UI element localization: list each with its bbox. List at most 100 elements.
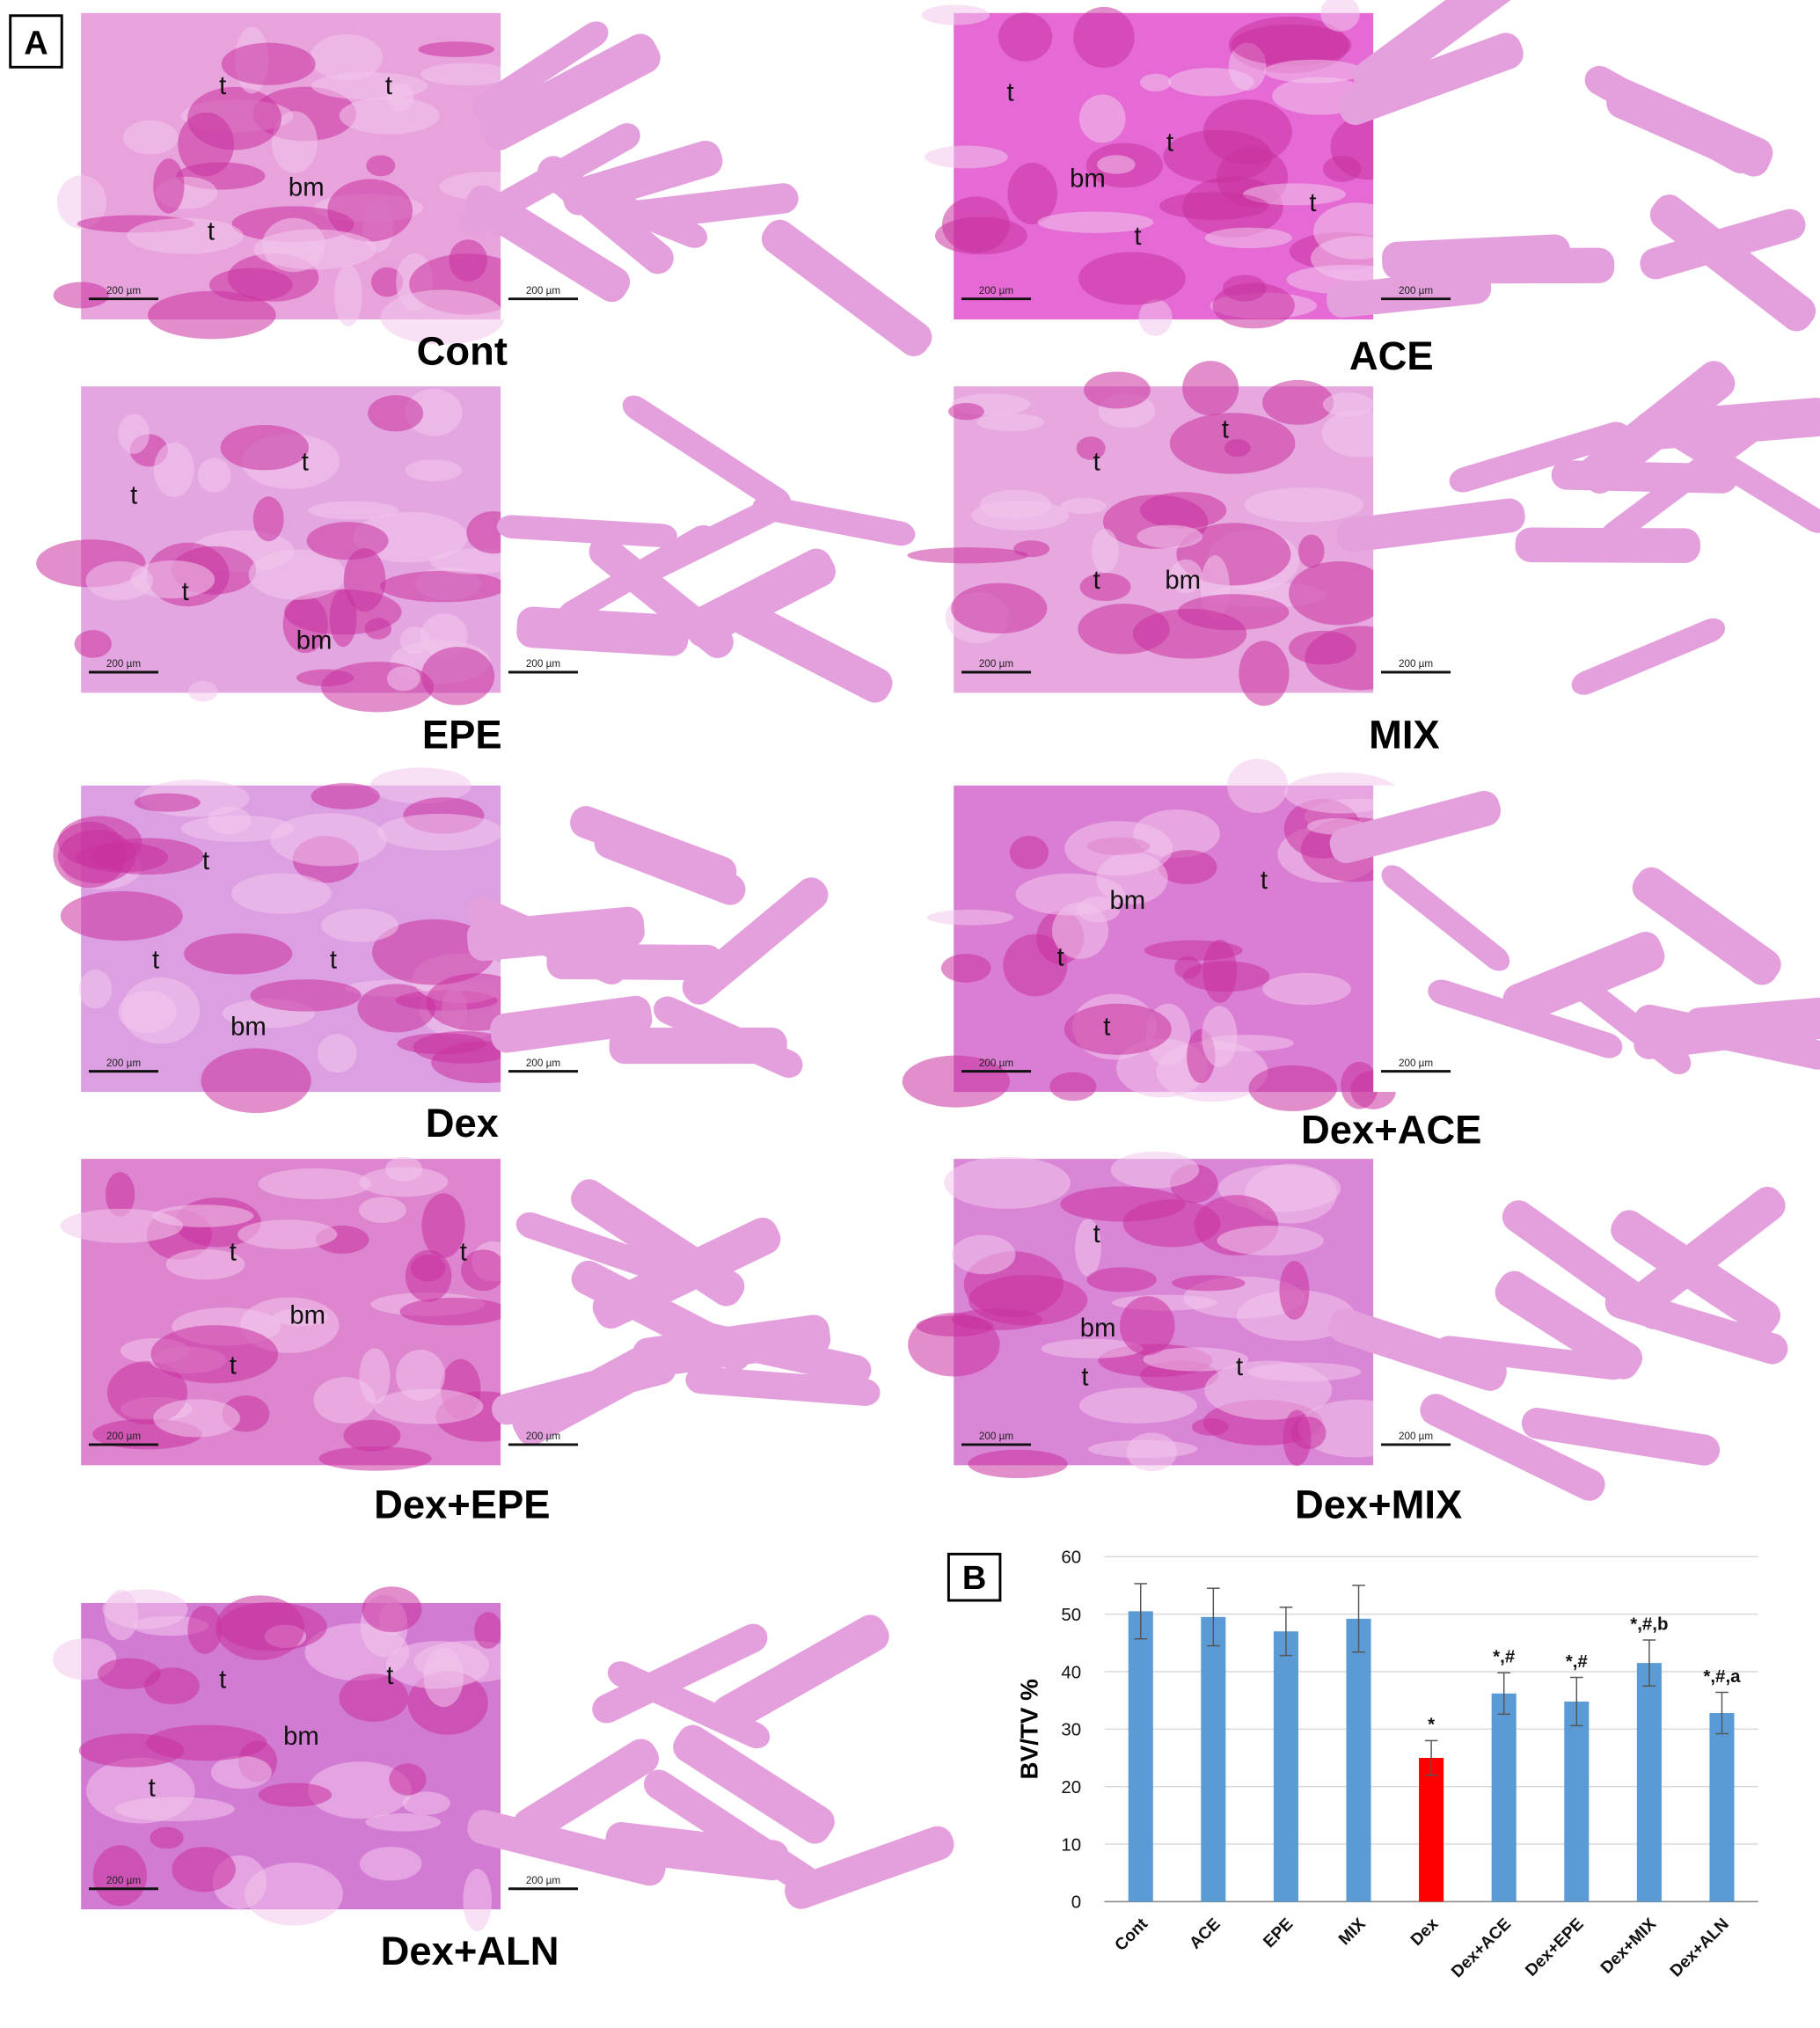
trabecula bbox=[1420, 1394, 1605, 1501]
tissue-label: t bbox=[1093, 1220, 1100, 1248]
tissue-blob bbox=[968, 1449, 1068, 1479]
tissue-blob bbox=[359, 1846, 422, 1881]
tissue-blob bbox=[334, 264, 362, 327]
trabecula bbox=[1502, 932, 1665, 1024]
tissue-blob bbox=[1060, 498, 1107, 515]
tissue-label: t bbox=[386, 1662, 393, 1690]
tissue-blob bbox=[979, 489, 1052, 520]
panel-name: Dex bbox=[426, 1101, 499, 1146]
tissue-label: t bbox=[182, 578, 189, 606]
tissue-label: t bbox=[460, 1239, 467, 1267]
scale-bar-label: 200 µm bbox=[106, 658, 141, 670]
tissue-blob bbox=[1204, 227, 1292, 249]
significance-label: *,#,b bbox=[1630, 1614, 1668, 1634]
x-tick-label: EPE bbox=[1260, 1915, 1297, 1951]
trabecula bbox=[571, 1179, 745, 1307]
trabecula bbox=[673, 1724, 835, 1844]
scale-bar-label: 200 µm bbox=[979, 285, 1013, 297]
tissue-blob bbox=[329, 589, 357, 648]
tissue-blob bbox=[86, 1757, 195, 1824]
tissue-blob bbox=[376, 813, 504, 851]
tissue-blob bbox=[907, 547, 1029, 564]
scale-bar-label: 200 µm bbox=[979, 658, 1013, 670]
tissue-blob bbox=[373, 1388, 484, 1424]
panel-name: Dex+ALN bbox=[381, 1929, 559, 1973]
tissue-blob bbox=[122, 120, 179, 155]
tissue-blob bbox=[1007, 162, 1057, 225]
tissue-blob bbox=[1168, 68, 1254, 97]
bar bbox=[1709, 1713, 1735, 1902]
tissue-label: t bbox=[1093, 567, 1100, 595]
histology-panel: 200 µm 200 µm t t t bm bbox=[60, 1156, 921, 1471]
tissue-blob bbox=[1341, 1061, 1378, 1109]
tissue-blob bbox=[463, 1868, 493, 1932]
y-tick-label: 30 bbox=[1061, 1720, 1081, 1740]
tissue-blob bbox=[934, 216, 1027, 255]
tissue-blob bbox=[1262, 379, 1334, 425]
trabecula bbox=[466, 906, 645, 962]
tissue-blob bbox=[104, 1590, 139, 1641]
tissue-blob bbox=[245, 1862, 344, 1926]
y-tick-label: 40 bbox=[1061, 1662, 1081, 1682]
tissue-blob bbox=[187, 1605, 223, 1654]
tissue-label: t bbox=[202, 847, 209, 875]
tissue-blob bbox=[1084, 371, 1151, 409]
tissue-blob bbox=[97, 1658, 161, 1689]
tissue-blob bbox=[1110, 1151, 1200, 1189]
tissue-blob bbox=[180, 815, 295, 842]
scale-bar-label: 200 µm bbox=[106, 1875, 141, 1886]
tissue-blob bbox=[186, 86, 282, 150]
tissue-blob bbox=[238, 1219, 338, 1249]
tissue-blob bbox=[1227, 758, 1289, 814]
scale-bar-label: 200 µm bbox=[526, 1431, 560, 1442]
trabecula bbox=[588, 535, 734, 658]
tissue-blob bbox=[1073, 6, 1135, 69]
tissue-blob bbox=[998, 12, 1053, 62]
trabecula bbox=[471, 21, 609, 119]
significance-label: * bbox=[1428, 1715, 1435, 1735]
tissue-blob bbox=[1289, 561, 1389, 626]
tissue-blob bbox=[1279, 1261, 1310, 1320]
tissue-blob bbox=[1172, 1275, 1246, 1292]
tissue-blob bbox=[1158, 849, 1217, 885]
tissue-blob bbox=[1202, 99, 1292, 165]
significance-label: *,# bbox=[1566, 1651, 1589, 1672]
tissue-blob bbox=[1138, 299, 1173, 336]
tissue-label: bm bbox=[289, 1301, 325, 1329]
x-tick-label: Dex+ALN bbox=[1667, 1915, 1733, 1980]
scale-bar-label: 200 µm bbox=[526, 1058, 560, 1069]
tissue-label: t bbox=[385, 72, 392, 100]
tissue-blob bbox=[1076, 436, 1106, 460]
histology-panel: 200 µm 200 µm t t t bm bbox=[53, 767, 921, 1114]
tissue-blob bbox=[1191, 1418, 1229, 1436]
tissue-blob bbox=[197, 458, 231, 493]
bar bbox=[1273, 1631, 1298, 1902]
tissue-blob bbox=[461, 1249, 506, 1292]
tissue-blob bbox=[150, 1325, 279, 1384]
tissue-blob bbox=[968, 1275, 1088, 1326]
significance-label: *,# bbox=[1493, 1647, 1516, 1667]
tissue-blob bbox=[1246, 1362, 1362, 1381]
trabecula bbox=[785, 1826, 954, 1909]
tissue-blob bbox=[405, 1249, 452, 1302]
tissue-blob bbox=[1212, 282, 1295, 329]
tissue-blob bbox=[310, 33, 384, 81]
tissue-blob bbox=[1075, 1219, 1101, 1278]
tissue-blob bbox=[1263, 59, 1364, 84]
tissue-blob bbox=[951, 582, 1048, 634]
scale-bar-label: 200 µm bbox=[1399, 1058, 1433, 1069]
tissue-blob bbox=[1217, 1226, 1324, 1256]
trabecula bbox=[1551, 460, 1738, 494]
panel-name: Cont bbox=[417, 328, 508, 373]
trabecula bbox=[1329, 790, 1502, 864]
tissue-blob bbox=[60, 890, 183, 941]
panel-a-box bbox=[9, 14, 63, 69]
tissue-blob bbox=[74, 630, 112, 658]
tissue-blob bbox=[311, 72, 428, 100]
tissue-blob bbox=[1242, 183, 1347, 206]
histology-panel: 200 µm 200 µm t t t bm bbox=[36, 386, 921, 713]
tissue-blob bbox=[1137, 524, 1202, 549]
tissue-blob bbox=[134, 793, 201, 812]
